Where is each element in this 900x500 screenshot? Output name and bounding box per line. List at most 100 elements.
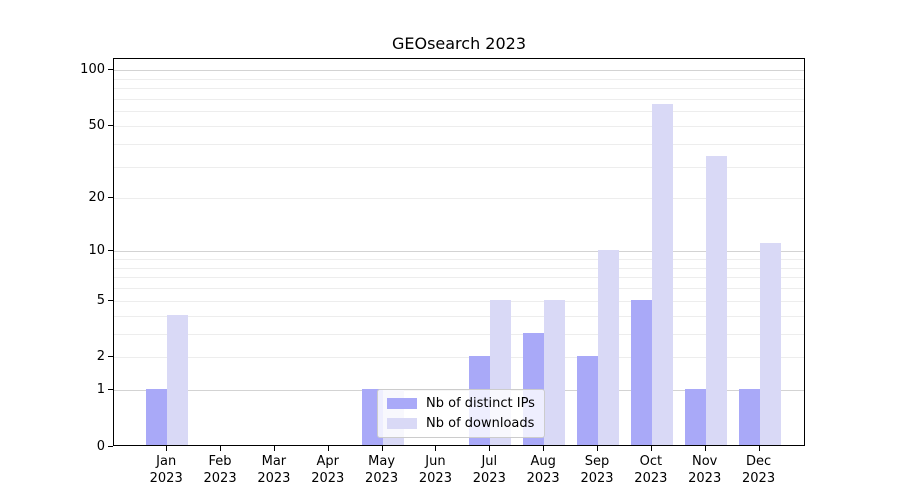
plot-area (113, 58, 805, 446)
x-tick-month: May (368, 454, 396, 469)
bar-distinct-ips (577, 356, 598, 445)
minor-gridline (114, 99, 804, 101)
x-tick-month: Apr (316, 454, 340, 469)
x-tick-month: Dec (745, 454, 772, 469)
x-tick-label: Sep 2023 (569, 453, 625, 487)
bar-distinct-ips (630, 299, 652, 445)
x-tick-label: Jan 2023 (138, 453, 194, 487)
legend-item-downloads: Nb of downloads (387, 417, 535, 430)
y-tick (108, 197, 113, 199)
x-tick-year: 2023 (365, 471, 399, 486)
x-tick (381, 446, 383, 451)
x-tick-year: 2023 (257, 471, 291, 486)
x-tick (597, 446, 598, 451)
y-tick-label: 0 (96, 439, 105, 454)
y-tick-label: 100 (80, 62, 105, 78)
y-tick (108, 356, 113, 358)
y-tick-label: 2 (96, 349, 105, 365)
x-tick-label: Jun 2023 (407, 453, 463, 487)
x-tick-month: Nov (692, 454, 718, 469)
x-tick-year: 2023 (526, 471, 560, 486)
minor-gridline (114, 259, 804, 261)
y-tick-label: 5 (96, 292, 105, 308)
x-tick-year: 2023 (472, 471, 506, 486)
x-tick-month: Sep (584, 454, 610, 469)
minor-gridline (114, 88, 804, 90)
minor-gridline (114, 126, 804, 128)
minor-gridline (114, 267, 804, 269)
bar-distinct-ips (684, 389, 706, 445)
x-tick-month: Aug (530, 454, 556, 469)
x-tick-year: 2023 (634, 471, 668, 486)
x-tick-month: Jun (425, 454, 446, 469)
bar-distinct-ips (738, 389, 760, 445)
minor-gridline (114, 143, 804, 145)
x-tick-label: May 2023 (354, 453, 410, 487)
x-tick (704, 446, 706, 451)
x-tick-year: 2023 (418, 471, 452, 486)
y-tick-label: 50 (88, 118, 105, 134)
x-tick (543, 446, 545, 451)
minor-gridline (114, 315, 804, 317)
x-tick-year: 2023 (742, 471, 776, 486)
minor-gridline (114, 288, 804, 290)
minor-gridline (114, 333, 804, 335)
x-tick (327, 446, 329, 451)
y-tick (108, 69, 113, 71)
legend-swatch-downloads (387, 418, 417, 429)
y-tick (108, 446, 113, 447)
y-tick (108, 250, 113, 252)
y-tick-label: 1 (96, 382, 105, 398)
x-tick-month: Jan (156, 454, 177, 469)
bar-downloads (651, 104, 673, 445)
minor-gridline (114, 357, 804, 359)
x-tick-month: Feb (208, 454, 232, 469)
x-tick-year: 2023 (580, 471, 614, 486)
x-tick-label: Apr 2023 (300, 453, 356, 487)
x-tick-label: Nov 2023 (677, 453, 733, 487)
x-tick-year: 2023 (149, 471, 183, 486)
x-tick-month: Jul (481, 454, 498, 469)
minor-gridline (114, 166, 804, 168)
x-tick (273, 446, 275, 451)
major-gridline (114, 70, 804, 72)
x-tick-label: Jul 2023 (461, 453, 517, 487)
chart-title: GEOsearch 2023 (391, 34, 527, 53)
bar-downloads (759, 243, 781, 445)
x-tick (489, 446, 491, 451)
bar-downloads (544, 299, 566, 445)
minor-gridline (114, 300, 804, 302)
bar-downloads (167, 314, 189, 445)
x-tick-year: 2023 (311, 471, 345, 486)
x-tick-month: Mar (261, 454, 287, 469)
major-gridline (114, 251, 804, 253)
y-tick (108, 125, 113, 127)
y-tick-label: 20 (88, 190, 105, 206)
x-tick-month: Oct (639, 454, 663, 469)
minor-gridline (114, 78, 804, 80)
legend-swatch-distinct-ips (387, 398, 417, 409)
x-tick (650, 446, 652, 451)
legend: Nb of distinct IPs Nb of downloads (377, 389, 545, 438)
x-tick-year: 2023 (203, 471, 237, 486)
minor-gridline (114, 198, 804, 200)
y-tick (108, 299, 113, 301)
x-tick (435, 446, 437, 451)
bar-downloads (705, 155, 727, 445)
x-tick-label: Mar 2023 (246, 453, 302, 487)
x-tick-label: Oct 2023 (623, 453, 679, 487)
x-tick (758, 446, 760, 451)
bar-downloads (598, 250, 619, 445)
legend-item-distinct-ips: Nb of distinct IPs (387, 397, 535, 410)
legend-label-distinct-ips: Nb of distinct IPs (426, 396, 535, 411)
y-tick-label: 10 (88, 243, 105, 259)
x-tick-year: 2023 (688, 471, 722, 486)
x-tick-label: Dec 2023 (731, 453, 787, 487)
x-tick (220, 446, 222, 451)
y-tick (108, 389, 113, 391)
minor-gridline (114, 277, 804, 279)
bar-distinct-ips (146, 389, 168, 445)
x-tick-label: Feb 2023 (192, 453, 248, 487)
minor-gridline (114, 111, 804, 113)
